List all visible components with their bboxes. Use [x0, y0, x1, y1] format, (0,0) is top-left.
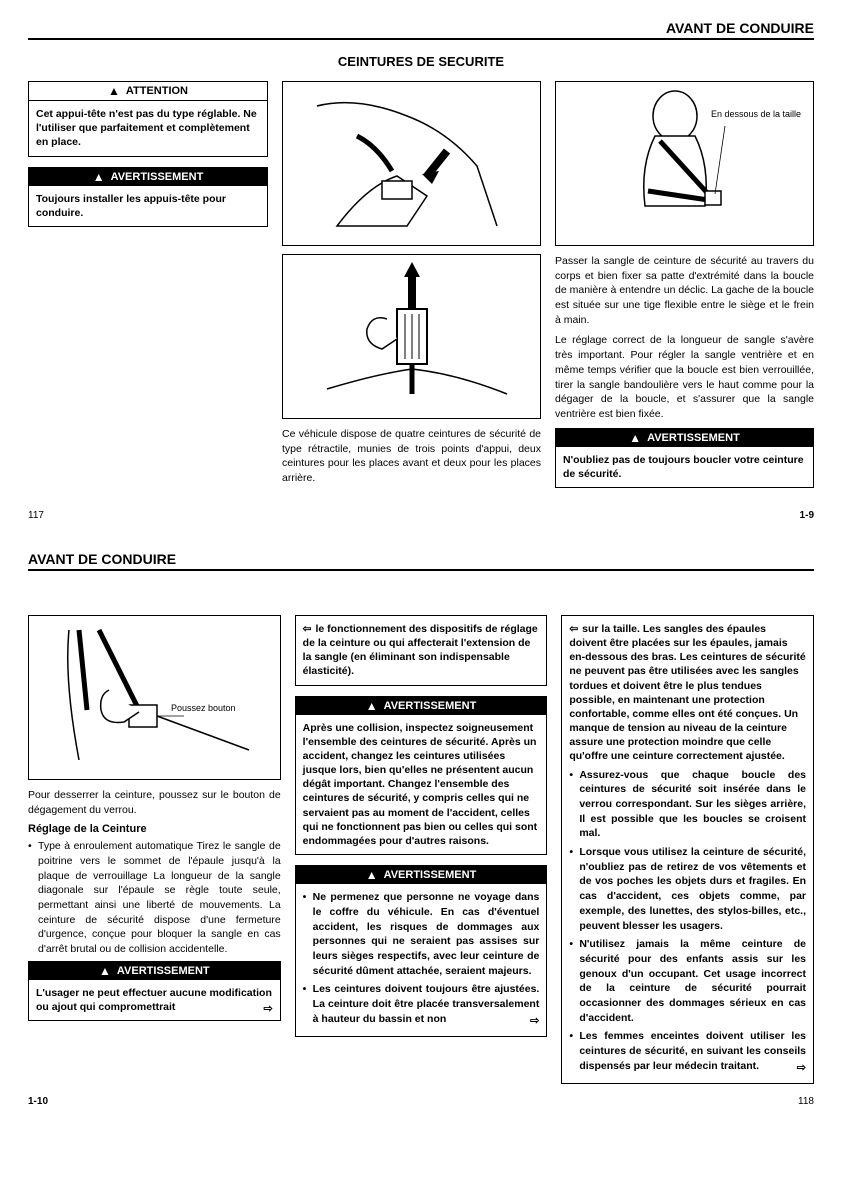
subhead-reglage: Réglage de la Ceinture [28, 823, 281, 835]
main-text-b: Le réglage correct de la longueur de san… [555, 333, 814, 421]
avert1-title: AVERTISSEMENT [111, 171, 204, 183]
page-header-1: AVANT DE CONDUIRE [28, 20, 814, 40]
col3-lead: sur la taille. Les sangles des épaules d… [569, 623, 805, 763]
attention-header: ▲ ATTENTION [29, 82, 267, 101]
attention-body: Cet appui-tête n'est pas du type réglabl… [29, 101, 267, 156]
page2-footer: 1-10 118 [28, 1096, 814, 1107]
avert3-header: ▲ AVERTISSEMENT [29, 962, 280, 980]
col3-bullet2: Lorsque vous utilisez la ceinture de séc… [569, 845, 806, 933]
warning-icon: ▲ [108, 85, 120, 97]
avert3-body: L'usager ne peut effectuer aucune modifi… [29, 980, 280, 1020]
avert4-header: ▲ AVERTISSEMENT [296, 697, 547, 715]
avert3-cont-body: ⇦ le fonctionnement des dispositifs de r… [296, 616, 547, 685]
page2-col2: ⇦ le fonctionnement des dispositifs de r… [295, 615, 548, 1084]
avert3-title: AVERTISSEMENT [117, 965, 210, 977]
avert2-header: ▲ AVERTISSEMENT [556, 429, 813, 447]
caption-4belts: Ce véhicule dispose de quatre ceintures … [282, 427, 541, 486]
attention-title: ATTENTION [126, 85, 188, 97]
warning-icon: ▲ [366, 700, 378, 712]
continue-arrow-icon: ⇨ [263, 1002, 272, 1017]
illustration-seatbelt-buckle [282, 81, 541, 246]
page2-col3: ⇦ sur la taille. Les sangles des épaules… [561, 615, 814, 1084]
page1-col-left: ▲ ATTENTION Cet appui-tête n'est pas du … [28, 81, 268, 498]
illustration-belt-adjust [282, 254, 541, 419]
footer-right-1: 1-9 [800, 510, 814, 521]
avert5-cont-body: ⇦ sur la taille. Les sangles des épaules… [562, 616, 813, 1083]
avert1-body: Toujours installer les appuis-tête pour … [29, 186, 267, 226]
avert5-title: AVERTISSEMENT [384, 869, 477, 881]
footer-right-2: 118 [798, 1096, 814, 1107]
page1-col-right: En dessous de la taille Passer la sangle… [555, 81, 814, 498]
avert5-body: Ne permenez que personne ne voyage dans … [296, 884, 547, 1036]
avert-box-4: ▲ AVERTISSEMENT Après une collision, ins… [295, 696, 548, 856]
page2-col1: Poussez bouton Pour desserrer la ceintur… [28, 615, 281, 1084]
page-1: AVANT DE CONDUIRE CEINTURES DE SECURITE … [28, 20, 814, 521]
page1-columns: ▲ ATTENTION Cet appui-tête n'est pas du … [28, 81, 814, 498]
avert-box-2: ▲ AVERTISSEMENT N'oubliez pas de toujour… [555, 428, 814, 488]
illus-label-button: Poussez bouton [171, 704, 236, 714]
bullet-list-auto: Type à enroulement automatique Tirez le … [28, 839, 281, 957]
text-release: Pour desserrer la ceinture, poussez sur … [28, 788, 281, 817]
illustration-belt-waist: En dessous de la taille [555, 81, 814, 246]
warning-icon: ▲ [93, 171, 105, 183]
avert5-bullet1: Ne permenez que personne ne voyage dans … [303, 890, 540, 978]
continue-arrow-icon: ⇦ [303, 622, 312, 636]
avert4-body: Après une collision, inspectez soigneuse… [296, 715, 547, 855]
col3-bullet3: N'utilisez jamais la même ceinture de sé… [569, 937, 806, 1025]
main-text-a: Passer la sangle de ceinture de sécurité… [555, 254, 814, 327]
avert5-cont-box: ⇦ sur la taille. Les sangles des épaules… [561, 615, 814, 1084]
avert-box-5: ▲ AVERTISSEMENT Ne permenez que personne… [295, 865, 548, 1037]
page2-columns: Poussez bouton Pour desserrer la ceintur… [28, 615, 814, 1084]
attention-box: ▲ ATTENTION Cet appui-tête n'est pas du … [28, 81, 268, 157]
avert2-title: AVERTISSEMENT [647, 432, 740, 444]
avert5-bullet2: Les ceintures doivent toujours être ajus… [303, 982, 540, 1026]
avert-box-3: ▲ AVERTISSEMENT L'usager ne peut effectu… [28, 961, 281, 1021]
warning-icon: ▲ [366, 869, 378, 881]
avert4-title: AVERTISSEMENT [384, 700, 477, 712]
page1-col-mid: Ce véhicule dispose de quatre ceintures … [282, 81, 541, 498]
col3-bullet1: Assurez-vous que chaque boucle des ceint… [569, 768, 806, 841]
footer-left-2: 1-10 [28, 1096, 48, 1107]
page-header-2: AVANT DE CONDUIRE [28, 551, 814, 571]
page1-footer: 117 1-9 [28, 510, 814, 521]
col3-bullet4: Les femmes enceintes doivent utiliser le… [569, 1029, 806, 1073]
continue-arrow-icon: ⇨ [797, 1061, 806, 1076]
avert1-header: ▲ AVERTISSEMENT [29, 168, 267, 186]
continue-arrow-icon: ⇦ [569, 622, 578, 636]
page-2: AVANT DE CONDUIRE Poussez bouton Pour de… [28, 551, 814, 1107]
bullet-auto: Type à enroulement automatique Tirez le … [28, 839, 281, 957]
warning-icon: ▲ [629, 432, 641, 444]
section-title: CEINTURES DE SECURITE [28, 54, 814, 69]
footer-left-1: 117 [28, 510, 44, 521]
avert2-body: N'oubliez pas de toujours boucler votre … [556, 447, 813, 487]
illustration-release-button: Poussez bouton [28, 615, 281, 780]
warning-icon: ▲ [99, 965, 111, 977]
avert-box-1: ▲ AVERTISSEMENT Toujours installer les a… [28, 167, 268, 227]
continue-arrow-icon: ⇨ [530, 1014, 539, 1029]
avert3-cont-box: ⇦ le fonctionnement des dispositifs de r… [295, 615, 548, 686]
illus-label-waist: En dessous de la taille [711, 110, 801, 120]
avert5-header: ▲ AVERTISSEMENT [296, 866, 547, 884]
